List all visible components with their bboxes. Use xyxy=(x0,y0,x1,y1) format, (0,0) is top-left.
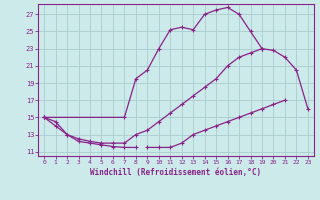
X-axis label: Windchill (Refroidissement éolien,°C): Windchill (Refroidissement éolien,°C) xyxy=(91,168,261,177)
